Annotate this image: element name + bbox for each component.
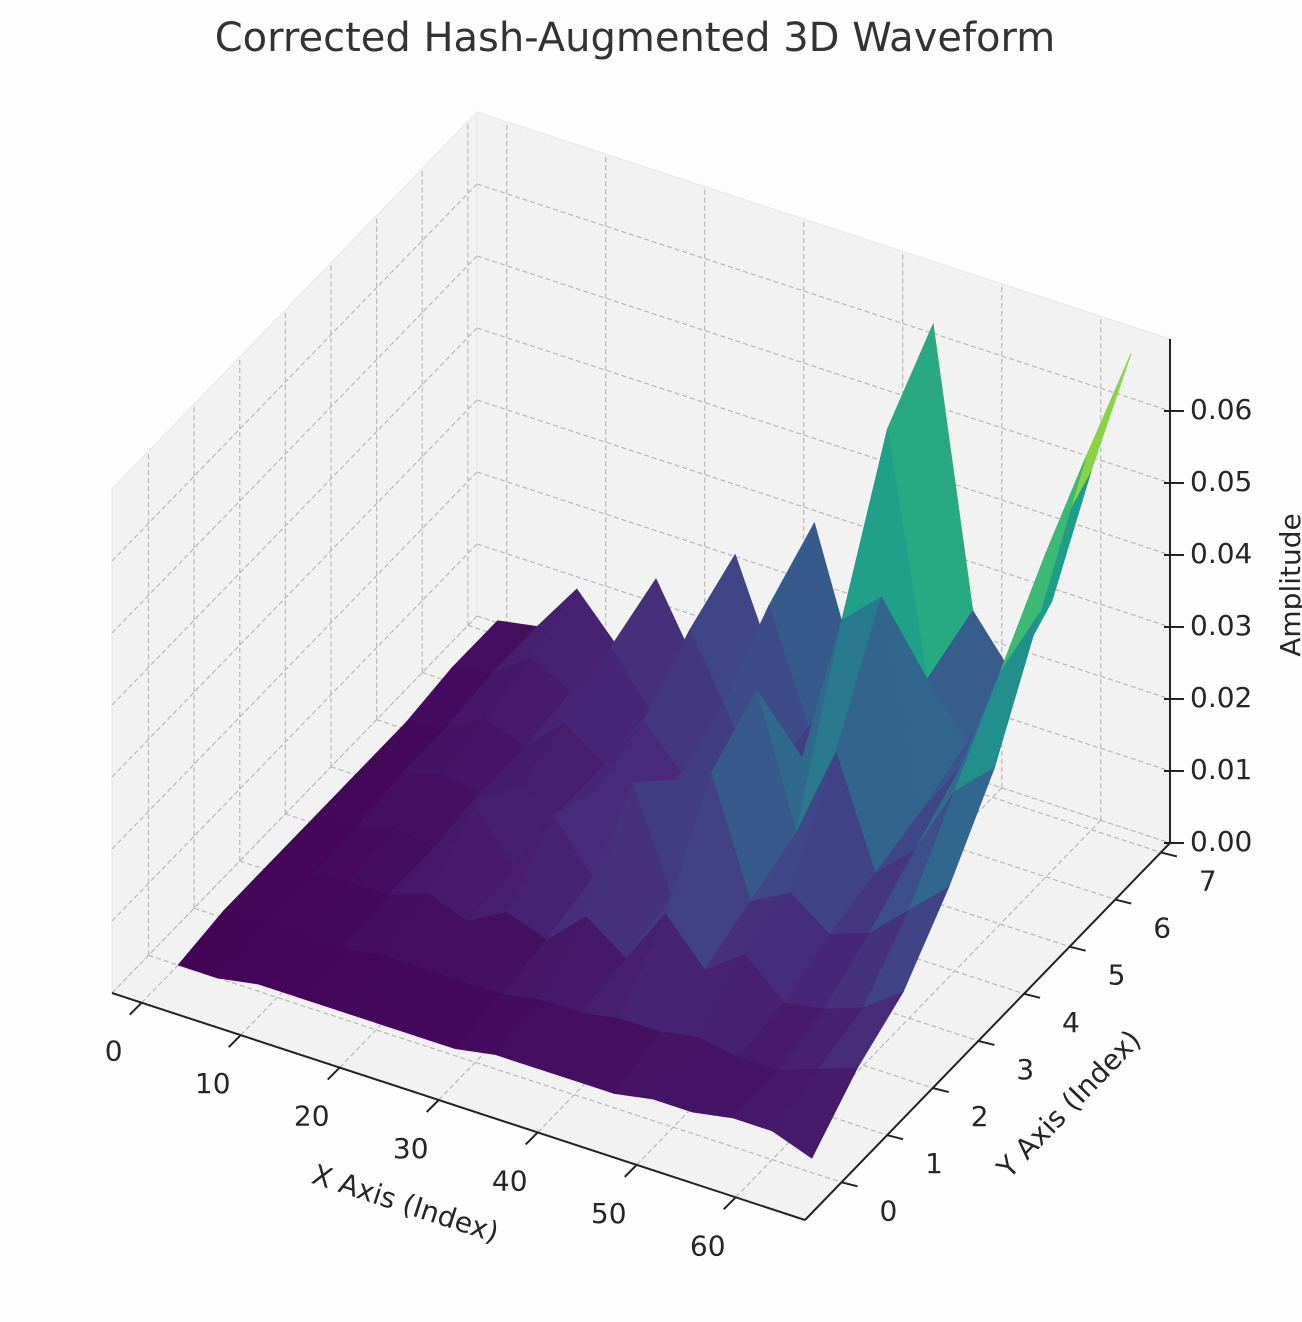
y-tick [1023,992,1041,999]
grid-line [148,954,842,1183]
x-tick-label: 0 [105,1035,123,1068]
z-tick-label: 0.03 [1190,609,1252,642]
x-tick-label: 40 [492,1164,528,1197]
y-tick [932,1087,949,1094]
z-tick-label: 0.02 [1190,681,1252,714]
surface-patch [771,1067,859,1159]
y-tick-label: 0 [880,1194,898,1227]
z-tick-label: 0.04 [1190,537,1252,570]
grid-line [476,255,1171,484]
x-tick-label: 60 [690,1229,726,1262]
x-tick-label: 50 [591,1197,627,1230]
z-tick-label: 0.01 [1190,753,1252,786]
x-tick [425,1099,440,1113]
y-tick [1160,851,1178,858]
y-tick-label: 5 [1108,959,1126,992]
z-tick-label: 0.00 [1190,825,1252,858]
surface [177,322,1132,1159]
x-axis-label: X Axis (Index) [308,1158,503,1249]
grid-line [476,183,1171,412]
z-tick-label: 0.05 [1190,465,1252,498]
z-axis-label: Amplitude [1274,513,1302,657]
x-tick-label: 20 [294,1100,330,1133]
y-axis [804,842,1171,1221]
y-tick-label: 3 [1016,1053,1034,1086]
y-tick-label: 6 [1153,912,1171,945]
y-tick-label: 4 [1062,1006,1080,1039]
x-tick [128,1002,143,1016]
x-tick [623,1164,638,1178]
x-tick-label: 10 [195,1067,231,1100]
y-tick-label: 1 [925,1147,943,1180]
x-axis [111,992,806,1221]
y-tick-label: 2 [971,1100,989,1133]
y-axis-label: Y Axis (Index) [990,1023,1148,1185]
x-tick [227,1034,242,1048]
z-tick-label: 0.06 [1190,393,1252,426]
y-tick-label: 7 [1199,864,1217,897]
chart-title: Corrected Hash-Augmented 3D Waveform [215,15,1056,61]
y-tick [978,1039,995,1046]
y-tick [841,1181,858,1188]
x-tick [326,1066,341,1081]
x-tick-label: 30 [393,1132,429,1165]
y-tick [1115,898,1132,905]
x-tick [524,1131,539,1146]
y-tick [886,1134,904,1141]
x-tick [722,1196,737,1211]
grid-line [476,399,1171,628]
y-tick [1069,945,1086,952]
grid-line [476,327,1171,556]
